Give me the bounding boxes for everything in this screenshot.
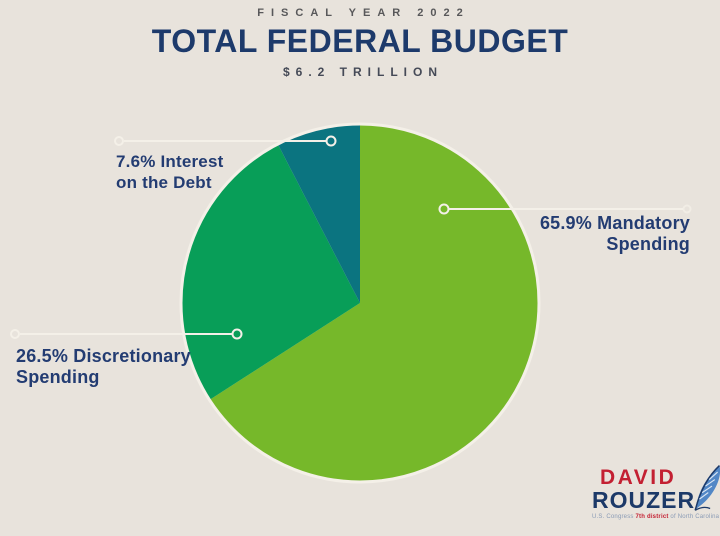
callout-dot-mandatory [438,203,450,215]
david-rouzer-logo: DAVID ROUZER U.S. Congress 7th district … [592,464,720,520]
pie-slice-mandatory-spending [210,125,538,482]
callout-dot-discretionary [231,328,243,340]
slice-label-line: 65.9% Mandatory [539,213,690,233]
pie-slice-discretionary-spending [181,144,360,400]
logo-first-name: DAVID [600,466,677,489]
slice-label-line: Spending [606,234,690,254]
page-title: TOTAL FEDERAL BUDGET [151,23,569,59]
pie-slice-interest-on-the-debt [278,124,360,303]
slice-label-interest: 7.6% Interest on the Debt [116,151,223,193]
callout-endcap-interest [114,136,124,146]
slice-label-line: 26.5% Discretionary [16,346,191,366]
callout-endcap-mandatory [682,204,692,214]
slice-label-discretionary: 26.5% Discretionary Spending [16,346,191,388]
slice-label-mandatory: 65.9% Mandatory Spending [540,213,690,255]
pie-outline-ring [179,122,541,484]
callout-endcap-discretionary [10,329,20,339]
fiscal-year-kicker: FISCAL YEAR 2022 [257,7,470,19]
slice-label-line: on the Debt [116,173,212,192]
feather-quill-icon [694,464,720,511]
logo-tagline: U.S. Congress 7th district of North Caro… [592,514,720,520]
callout-dot-interest [325,135,337,147]
slice-label-line: 7.6% Interest [116,152,224,171]
logo-last-name: ROUZER [592,487,696,513]
tagline-prefix: U.S. Congress [592,514,636,520]
tagline-suffix: of North Carolina [668,514,720,520]
callout-lines-group [10,135,692,340]
pie-slices-group [181,124,538,482]
tagline-district: 7th district [635,514,669,520]
slice-label-line: Spending [16,367,100,387]
total-amount-subtitle: $6.2 TRILLION [282,65,443,79]
